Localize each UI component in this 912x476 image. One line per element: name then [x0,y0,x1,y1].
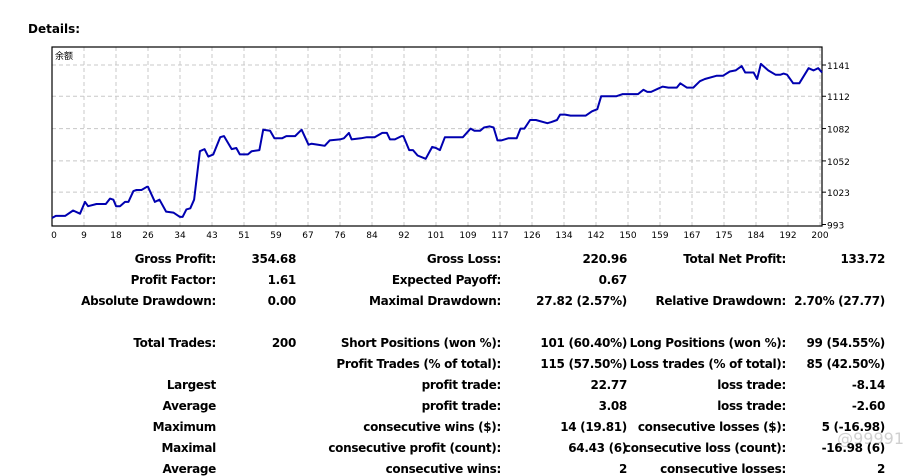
stat-label-2: Profit Trades (% of total): [336,357,501,371]
stat-label-3: loss trade: [717,399,786,413]
stat-value-2: 0.67 [598,273,628,287]
stat-label-1: Maximal [161,441,216,455]
y-tick-label: 1141 [827,62,850,72]
x-tick-label: 76 [334,231,346,241]
stat-value-3: 99 (54.55%) [806,336,885,350]
x-tick-label: 92 [398,231,409,241]
x-tick-label: 184 [747,231,764,241]
x-tick-label: 9 [81,231,87,241]
stat-label-1: Average [162,399,217,413]
stat-value-3: 85 (42.50%) [806,357,885,371]
stat-value-2: 2 [618,462,627,476]
stat-label-1: Profit Factor: [130,273,217,287]
x-tick-label: 67 [302,231,313,241]
stat-value-1: 354.68 [251,252,296,266]
x-tick-label: 117 [491,231,508,241]
stat-value-2: 3.08 [598,399,628,413]
x-tick-label: 109 [459,231,476,241]
stat-value-3: -2.60 [851,399,885,413]
stat-value-3: -8.14 [851,378,885,392]
stat-label-2: Short Positions (won %): [340,336,501,350]
stat-label-2: consecutive wins: [385,462,502,476]
x-tick-label: 134 [555,231,572,241]
x-tick-label: 159 [651,231,668,241]
chart-title: 余额 [55,50,73,62]
x-tick-label: 192 [779,231,796,241]
stat-label-1: Average [162,462,217,476]
x-tick-label: 175 [715,231,732,241]
stat-value-2: 22.77 [590,378,628,392]
stat-label-2: consecutive profit (count): [328,441,501,455]
stat-value-3: 2.70% (27.77) [794,294,885,308]
stat-value-2: 220.96 [582,252,627,266]
stat-label-3: loss trade: [717,378,786,392]
plot-frame [51,46,823,227]
stat-value-3: 2 [876,462,885,476]
details-title: Details: [28,22,81,36]
watermark: @99991 [837,429,904,448]
stat-label-2: Maximal Drawdown: [368,294,501,308]
stat-label-1: Maximum [152,420,217,434]
stat-value-2: 115 (57.50%) [540,357,627,371]
y-tick-label: 1023 [827,189,850,199]
stat-label-3: consecutive loss (count): [623,441,786,455]
stat-value-3: 5 (-16.98) [821,420,886,434]
y-tick-label: 993 [827,221,844,231]
stat-label-2: profit trade: [421,399,502,413]
stat-label-3: Long Positions (won %): [629,336,787,350]
x-tick-label: 18 [110,231,122,241]
stat-label-1: Largest [166,378,216,392]
stat-label-2: consecutive wins ($): [363,420,501,434]
stat-label-2: Expected Payoff: [391,273,501,287]
stat-value-1: 0.00 [267,294,297,308]
y-tick-label: 1112 [827,93,850,103]
stat-label-2: Gross Loss: [426,252,501,266]
stat-value-2: 27.82 (2.57%) [536,294,627,308]
x-tick-label: 126 [523,231,540,241]
x-tick-label: 34 [174,231,186,241]
x-tick-label: 150 [619,231,636,241]
x-tick-label: 51 [238,231,249,241]
stat-value-3: -16.98 (6) [821,441,886,455]
stat-label-1: Total Trades: [133,336,216,350]
stat-value-2: 101 (60.40%) [540,336,627,350]
stat-label-1: Absolute Drawdown: [81,294,216,308]
stat-label-2: profit trade: [421,378,502,392]
x-tick-label: 167 [683,231,700,241]
balance-line [51,62,823,219]
stat-label-3: Loss trades (% of total): [629,357,787,371]
balance-chart: 0 9 18 26 34 43 51 59 67 76 84 92 101 109 117 126 134 142… [51,46,850,241]
stat-value-1: 200 [271,336,296,350]
stat-label-3: consecutive losses: [660,462,786,476]
stat-value-2: 14 (19.81) [560,420,627,434]
stat-label-3: consecutive losses ($): [637,420,786,434]
x-tick-label: 0 [51,231,57,241]
y-tick-label: 1082 [827,126,850,136]
stat-label-3: Relative Drawdown: [655,294,786,308]
x-tick-label: 26 [142,231,154,241]
stat-value-3: 133.72 [840,252,885,266]
y-tick-label: 1052 [827,158,850,168]
x-tick-label: 101 [427,231,444,241]
x-tick-label: 84 [366,231,378,241]
stat-value-2: 64.43 (6) [568,441,627,455]
x-tick-label: 200 [811,231,828,241]
stat-label-1: Gross Profit: [134,252,217,266]
x-tick-label: 142 [587,231,604,241]
x-tick-label: 59 [270,231,282,241]
x-tick-label: 43 [206,231,217,241]
stat-value-1: 1.61 [267,273,297,287]
stat-label-3: Total Net Profit: [683,252,786,266]
